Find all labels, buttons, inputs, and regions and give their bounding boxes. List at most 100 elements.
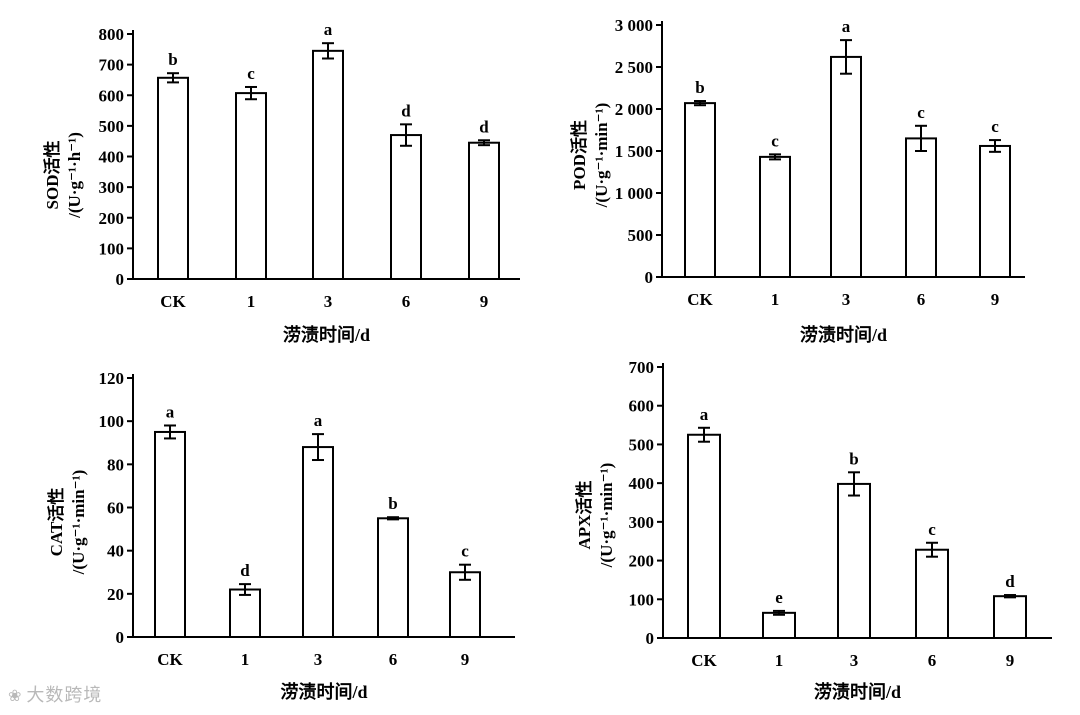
- y-tick-label: 120: [99, 369, 125, 388]
- y-axis-title-unit: /(U·g⁻¹·min⁻¹): [592, 103, 611, 209]
- x-axis-title: 涝渍时间/d: [814, 681, 901, 702]
- significance-letter: b: [168, 50, 177, 69]
- significance-letter: b: [695, 78, 704, 97]
- bar: [905, 137, 937, 278]
- significance-letter: c: [461, 542, 469, 561]
- x-axis-title: 涝渍时间/d: [283, 324, 370, 345]
- y-tick-label: 2 000: [615, 100, 653, 119]
- y-axis-title: POD活性/(U·g⁻¹·min⁻¹): [569, 103, 611, 209]
- y-tick-label: 3 000: [615, 16, 653, 35]
- x-tick-label: 9: [991, 290, 1000, 309]
- bar: [154, 430, 186, 639]
- y-tick-label: 40: [107, 542, 124, 561]
- x-tick-label: 6: [389, 650, 398, 669]
- x-tick-label: 3: [842, 290, 851, 309]
- bar: [157, 76, 189, 280]
- y-tick-label: 700: [99, 56, 125, 75]
- y-axis-title: APX活性/(U·g⁻¹·min⁻¹): [574, 463, 616, 569]
- y-tick-label: 600: [629, 397, 655, 416]
- y-tick-label: 500: [99, 117, 125, 136]
- x-tick-label: 1: [247, 292, 256, 311]
- significance-letter: c: [928, 520, 936, 539]
- x-tick-label: 6: [402, 292, 411, 311]
- y-axis-title-name: POD活性: [569, 120, 589, 190]
- y-tick-label: 600: [99, 86, 125, 105]
- y-tick-label: 80: [107, 455, 124, 474]
- x-tick-label: 6: [917, 290, 926, 309]
- x-tick-label: CK: [687, 290, 713, 309]
- y-tick-label: 400: [629, 474, 655, 493]
- bar: [312, 49, 344, 280]
- bar: [302, 446, 334, 639]
- bar: [449, 571, 481, 638]
- y-tick-label: 60: [107, 499, 124, 518]
- y-tick-label: 100: [99, 239, 125, 258]
- y-tick-label: 20: [107, 585, 124, 604]
- y-tick-label: 0: [116, 270, 125, 289]
- bar: [377, 517, 409, 639]
- x-tick-label: 3: [314, 650, 323, 669]
- y-tick-label: 1 500: [615, 142, 653, 161]
- y-tick-label: 100: [629, 590, 655, 609]
- significance-letter: c: [771, 131, 779, 150]
- y-axis-title: SOD活性/(U·g⁻¹·h⁻¹): [42, 132, 84, 219]
- bar: [687, 433, 721, 639]
- y-axis-title-name: APX活性: [574, 481, 594, 550]
- x-tick-label: 9: [1006, 651, 1015, 670]
- x-tick-label: 3: [850, 651, 859, 670]
- y-axis-title: CAT活性/(U·g⁻¹·min⁻¹): [46, 470, 88, 576]
- significance-letter: c: [991, 117, 999, 136]
- significance-letter: d: [1005, 572, 1015, 591]
- x-tick-label: CK: [157, 650, 183, 669]
- y-tick-label: 400: [99, 148, 125, 167]
- y-tick-label: 0: [645, 268, 654, 287]
- y-tick-label: 2 500: [615, 58, 653, 77]
- bar: [837, 482, 871, 639]
- bar: [830, 55, 862, 278]
- x-tick-label: 9: [480, 292, 489, 311]
- significance-letter: a: [700, 405, 709, 424]
- y-tick-label: 800: [99, 25, 125, 44]
- significance-letter: a: [166, 402, 175, 421]
- bar: [684, 102, 716, 279]
- bar: [979, 144, 1011, 278]
- y-tick-label: 500: [628, 226, 654, 245]
- x-tick-label: 6: [928, 651, 937, 670]
- bar: [390, 134, 422, 280]
- bar: [993, 595, 1027, 640]
- y-tick-label: 1 000: [615, 184, 653, 203]
- y-tick-label: 300: [99, 178, 125, 197]
- chart-4: 0 100 200 300 400 500 600 700 a CK e 1 b 3 c 6 d 9 涝渍时间/d A…: [574, 358, 1052, 702]
- chart-1: 0 100 200 300 400 500 600 700 800 b CK c 1 a 3 d 6 d 9 涝渍时间…: [42, 20, 520, 345]
- y-tick-label: 500: [629, 435, 655, 454]
- y-tick-label: 200: [629, 552, 655, 571]
- watermark: ❀ 大数跨境: [8, 681, 102, 707]
- significance-letter: a: [314, 411, 323, 430]
- x-tick-label: 1: [775, 651, 784, 670]
- y-axis-title-unit: /(U·g⁻¹·min⁻¹): [69, 470, 88, 576]
- x-tick-label: 1: [771, 290, 780, 309]
- significance-letter: e: [775, 588, 783, 607]
- x-tick-label: 9: [461, 650, 470, 669]
- y-tick-label: 0: [116, 628, 125, 647]
- significance-letter: d: [401, 101, 411, 120]
- bar: [762, 611, 796, 639]
- y-tick-label: 700: [629, 358, 655, 377]
- x-axis-title: 涝渍时间/d: [280, 681, 367, 702]
- y-tick-label: 200: [99, 209, 125, 228]
- bar: [915, 548, 949, 640]
- y-axis-title-name: SOD活性: [42, 141, 62, 210]
- y-axis-title-name: CAT活性: [46, 488, 66, 557]
- significance-letter: b: [849, 449, 858, 468]
- chart-3: 0 20 40 60 80 100 120 a CK d 1 a 3 b 6 c 9 涝渍时间/d CAT活性/(U…: [46, 369, 515, 702]
- significance-letter: d: [479, 117, 489, 136]
- significance-letter: d: [240, 561, 250, 580]
- y-axis-title-unit: /(U·g⁻¹·h⁻¹): [65, 132, 84, 219]
- significance-letter: c: [917, 103, 925, 122]
- bar: [759, 155, 791, 279]
- y-tick-label: 300: [629, 513, 655, 532]
- bar: [468, 141, 500, 280]
- significance-letter: a: [842, 17, 851, 36]
- significance-letter: a: [324, 20, 333, 39]
